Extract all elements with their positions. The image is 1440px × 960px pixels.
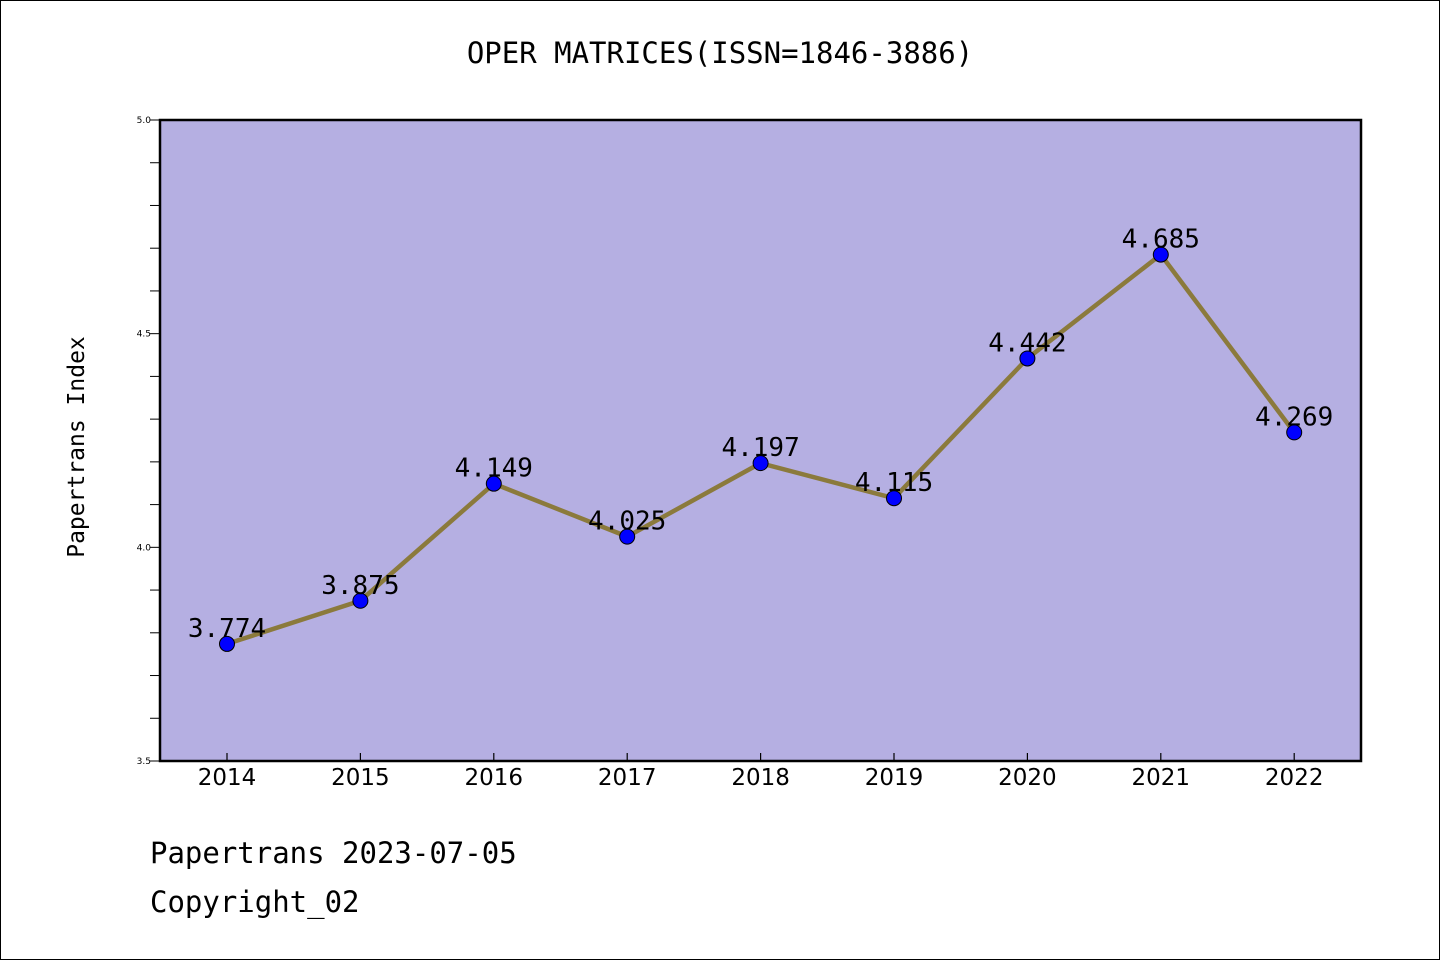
x-tick-label: 2017 — [598, 765, 657, 791]
x-tick-label: 2018 — [731, 765, 790, 791]
data-label: 3.875 — [321, 571, 399, 601]
data-label: 4.685 — [1122, 225, 1200, 255]
data-point — [485, 475, 502, 492]
x-axis: 2014 2015 2016 2017 2018 2019 2020 2021 2022 — [198, 753, 1324, 791]
y-tick-label: 4.5 — [137, 330, 151, 340]
data-point — [886, 490, 902, 507]
data-label: 4.442 — [988, 328, 1066, 358]
data-point — [1152, 246, 1169, 263]
x-tick-label: 2020 — [998, 765, 1057, 791]
data-label: 4.025 — [588, 507, 666, 537]
chart-title: OPER MATRICES(ISSN=1846-3886) — [466, 36, 974, 70]
x-tick-label: 2016 — [465, 765, 524, 791]
data-label: 3.774 — [188, 614, 266, 644]
data-point — [752, 455, 769, 472]
data-label: 4.115 — [855, 468, 933, 498]
y-axis: 3.5 4.0 4.5 5.0 — [137, 116, 160, 767]
data-point — [1019, 350, 1036, 367]
y-tick-label: 4.0 — [137, 543, 152, 553]
data-label: 4.149 — [455, 454, 533, 484]
plot-area — [158, 118, 1363, 763]
data-label: 4.197 — [721, 433, 799, 463]
data-point — [619, 528, 636, 545]
data-point — [219, 635, 235, 652]
x-tick-label: 2015 — [331, 765, 390, 791]
series-layer: 3.774 3.875 4.149 4.025 4.197 4.115 4.442 4.685… — [188, 225, 1333, 652]
y-tick-label: 3.5 — [137, 757, 151, 767]
footer-copyright: Copyright_02 — [150, 885, 360, 919]
y-tick-label: 5.0 — [137, 116, 152, 126]
x-tick-label: 2019 — [865, 765, 924, 791]
y-axis-label: Papertrans Index — [64, 336, 90, 558]
data-point — [352, 592, 369, 609]
x-tick-label: 2022 — [1265, 765, 1324, 791]
x-tick-label: 2021 — [1132, 765, 1191, 791]
x-tick-label: 2014 — [198, 765, 257, 791]
data-label: 4.269 — [1255, 402, 1333, 432]
data-point — [1286, 424, 1303, 441]
footer-date: Papertrans 2023-07-05 — [150, 836, 517, 870]
